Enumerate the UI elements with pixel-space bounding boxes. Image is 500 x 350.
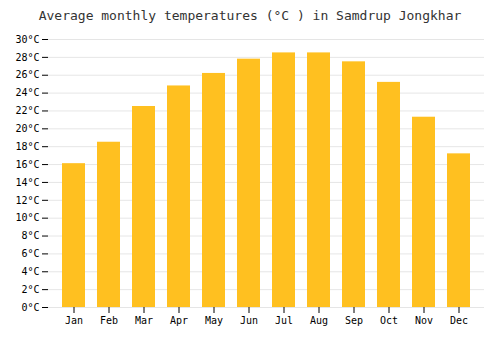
svg-text:16°C: 16°C xyxy=(15,159,39,170)
svg-text:Apr: Apr xyxy=(170,315,188,326)
svg-text:8°C: 8°C xyxy=(21,230,39,241)
svg-text:12°C: 12°C xyxy=(15,195,39,206)
svg-text:Jun: Jun xyxy=(240,315,258,326)
svg-text:24°C: 24°C xyxy=(15,87,39,98)
svg-text:Oct: Oct xyxy=(380,315,398,326)
svg-text:30°C: 30°C xyxy=(15,34,39,45)
svg-text:28°C: 28°C xyxy=(15,52,39,63)
svg-text:10°C: 10°C xyxy=(15,212,39,223)
svg-text:Jul: Jul xyxy=(275,315,293,326)
svg-text:6°C: 6°C xyxy=(21,248,39,259)
svg-text:18°C: 18°C xyxy=(15,141,39,152)
svg-text:2°C: 2°C xyxy=(21,284,39,295)
svg-text:Feb: Feb xyxy=(100,315,118,326)
html-text:Average monthly temperatures (: Average monthly temperatures (°C ) in Sa… xyxy=(38,8,462,23)
svg-text:0°C: 0°C xyxy=(21,302,39,313)
svg-text:14°C: 14°C xyxy=(15,177,39,188)
svg-text:Jan: Jan xyxy=(65,315,83,326)
svg-text:20°C: 20°C xyxy=(15,123,39,134)
svg-text:22°C: 22°C xyxy=(15,105,39,116)
svg-text:Mar: Mar xyxy=(135,315,153,326)
svg-text:May: May xyxy=(205,315,223,326)
svg-text:Sep: Sep xyxy=(345,315,363,326)
svg-text:Nov: Nov xyxy=(415,315,433,326)
svg-text:Dec: Dec xyxy=(450,315,468,326)
svg-text:4°C: 4°C xyxy=(21,266,39,277)
svg-text:Aug: Aug xyxy=(310,315,328,326)
svg-text:26°C: 26°C xyxy=(15,69,39,80)
